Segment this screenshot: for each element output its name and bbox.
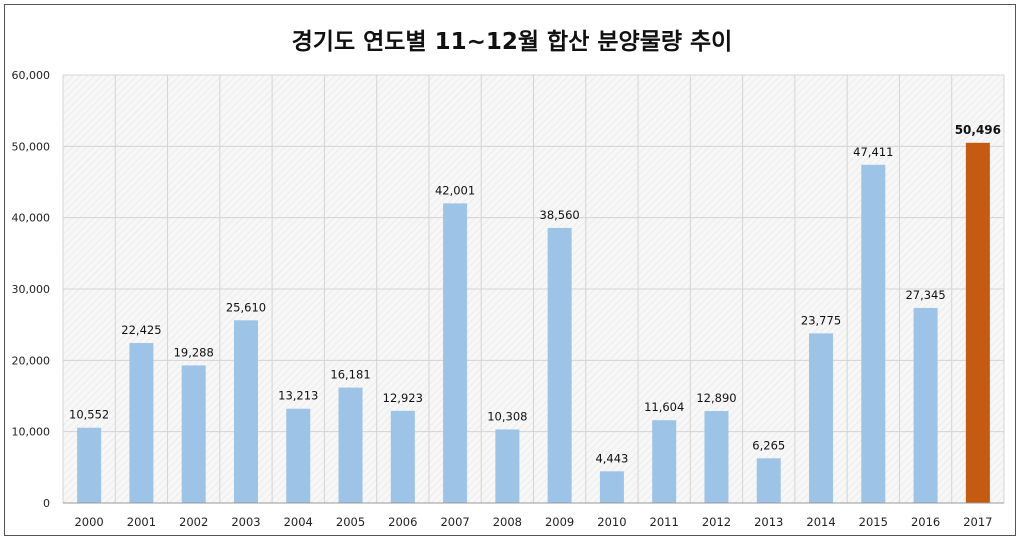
y-axis: 0 10,000 20,000 30,000 40,000 50,000 60,000 bbox=[12, 69, 1004, 510]
bar-2008 bbox=[495, 429, 520, 503]
x-tick-label: 2015 bbox=[859, 515, 888, 529]
bar-2004 bbox=[286, 408, 311, 503]
y-tick-label: 50,000 bbox=[12, 140, 51, 153]
x-tick-label: 2007 bbox=[440, 515, 469, 529]
x-tick-label: 2001 bbox=[127, 515, 156, 529]
x-tick-label: 2002 bbox=[179, 515, 208, 529]
y-tick-label: 0 bbox=[43, 497, 50, 510]
data-label: 4,443 bbox=[595, 451, 628, 465]
x-tick-label: 2004 bbox=[284, 515, 313, 529]
data-label: 6,265 bbox=[752, 438, 785, 452]
data-label: 12,890 bbox=[696, 391, 736, 405]
data-labels: 10,552 22,425 19,288 25,610 13,213 16,181 12,9… bbox=[69, 123, 1001, 466]
y-tick-label: 20,000 bbox=[12, 354, 51, 367]
chart-title: 경기도 연도별 11~12월 합산 분양물량 추이 bbox=[291, 29, 733, 55]
x-tick-label: 2005 bbox=[336, 515, 365, 529]
bar-2009 bbox=[547, 227, 572, 503]
bar-2003 bbox=[233, 320, 258, 503]
bar-2016 bbox=[913, 307, 938, 503]
x-tick-label: 2012 bbox=[702, 515, 731, 529]
data-label: 47,411 bbox=[853, 145, 893, 159]
x-tick-label: 2010 bbox=[597, 515, 626, 529]
x-tick-label: 2000 bbox=[74, 515, 103, 529]
data-label: 23,775 bbox=[801, 313, 841, 327]
y-tick-label: 10,000 bbox=[12, 426, 51, 439]
data-label: 19,288 bbox=[174, 345, 214, 359]
bars bbox=[77, 142, 990, 504]
bar-2013 bbox=[756, 458, 781, 503]
bar-2012 bbox=[704, 411, 729, 503]
bar-2000 bbox=[77, 427, 102, 503]
x-tick-label: 2014 bbox=[806, 515, 835, 529]
bar-2017 bbox=[965, 142, 990, 503]
data-label: 10,552 bbox=[69, 408, 109, 422]
data-label: 22,425 bbox=[121, 323, 161, 337]
bar-2011 bbox=[652, 420, 677, 503]
bar-2015 bbox=[861, 164, 886, 504]
bar-2010 bbox=[599, 471, 624, 503]
data-label: 50,496 bbox=[955, 123, 1001, 137]
x-tick-label: 2003 bbox=[231, 515, 260, 529]
x-tick-label: 2016 bbox=[911, 515, 940, 529]
data-label: 42,001 bbox=[435, 183, 475, 197]
data-label: 12,923 bbox=[383, 391, 423, 405]
x-tick-label: 2009 bbox=[545, 515, 574, 529]
y-tick-label: 40,000 bbox=[12, 212, 51, 225]
y-tick-label: 60,000 bbox=[12, 69, 51, 82]
data-label: 16,181 bbox=[330, 368, 370, 382]
bar-2014 bbox=[809, 333, 834, 503]
y-tick-label: 30,000 bbox=[12, 283, 51, 296]
x-tick-label: 2017 bbox=[963, 515, 992, 529]
data-label: 27,345 bbox=[905, 288, 945, 302]
bar-2002 bbox=[181, 365, 206, 503]
x-tick-label: 2013 bbox=[754, 515, 783, 529]
data-label: 10,308 bbox=[487, 409, 527, 423]
x-tick-label: 2006 bbox=[388, 515, 417, 529]
bar-2005 bbox=[338, 387, 363, 503]
bar-2001 bbox=[129, 343, 154, 503]
x-axis: 2000 2001 2002 2003 2004 2005 2006 2007 2008 2009… bbox=[74, 515, 992, 529]
data-label: 11,604 bbox=[644, 400, 684, 414]
data-label: 38,560 bbox=[540, 208, 580, 222]
data-label: 25,610 bbox=[226, 300, 266, 314]
x-tick-label: 2008 bbox=[493, 515, 522, 529]
data-label: 13,213 bbox=[278, 389, 318, 403]
bar-2007 bbox=[443, 203, 468, 503]
bar-2006 bbox=[390, 410, 415, 503]
x-tick-label: 2011 bbox=[650, 515, 679, 529]
